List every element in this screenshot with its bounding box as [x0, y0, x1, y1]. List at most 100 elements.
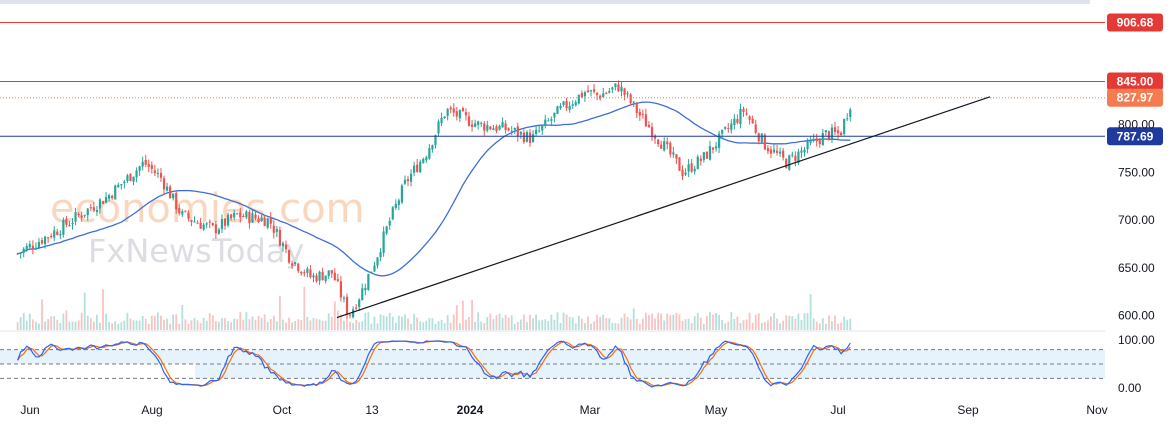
volume-bar — [333, 301, 336, 330]
volume-bar — [187, 323, 190, 330]
candle-body — [614, 83, 617, 87]
volume-bar — [654, 318, 656, 330]
volume-bar — [266, 322, 269, 330]
candle-body — [809, 141, 812, 143]
candle-body — [846, 118, 849, 120]
candle-body — [510, 130, 513, 132]
candle-body — [477, 121, 480, 125]
candle-body — [791, 154, 794, 156]
x-tick-label: Jul — [830, 403, 845, 417]
volume-bar — [382, 315, 385, 330]
candle-body — [553, 112, 556, 118]
volume-bar — [117, 323, 120, 330]
candle-body — [766, 148, 770, 152]
x-tick-label: Nov — [1086, 403, 1107, 417]
candle-body — [114, 185, 117, 200]
x-tick-label: Mar — [580, 403, 601, 417]
volume-bar — [523, 314, 525, 330]
y-tick-label: 750.00 — [1118, 165, 1155, 179]
candle-body — [577, 94, 580, 104]
volume-bar — [123, 320, 126, 330]
volume-bar — [31, 319, 34, 330]
volume-bar — [38, 323, 40, 330]
candle-body — [406, 179, 410, 182]
volume-bar — [19, 317, 22, 330]
volume-bar — [776, 318, 778, 330]
candle-body — [483, 123, 486, 131]
candle-body — [824, 130, 827, 133]
volume-bar — [352, 322, 355, 330]
volume-bar — [160, 315, 162, 330]
candle-body — [263, 217, 266, 227]
volume-bar — [297, 319, 300, 330]
volume-bar — [99, 322, 101, 330]
volume-bar — [702, 323, 705, 330]
candle-body — [251, 213, 254, 223]
volume-bar — [699, 317, 702, 330]
volume-bar — [483, 323, 486, 330]
candle-body — [266, 218, 269, 228]
volume-bar — [767, 320, 769, 330]
volume-bar — [748, 312, 751, 330]
volume-bar — [815, 321, 818, 330]
volume-bar — [617, 323, 620, 330]
candle-body — [522, 132, 526, 142]
candle-body — [660, 144, 663, 149]
candle-body — [272, 225, 275, 233]
volume-bar — [800, 319, 803, 330]
candle-body — [568, 105, 571, 110]
volume-bar — [86, 315, 89, 330]
candle-body — [492, 128, 495, 131]
candle-body — [647, 124, 651, 128]
price-tag-845.00 — [1107, 72, 1163, 91]
volume-bar — [385, 316, 388, 330]
candle-body — [833, 127, 837, 132]
volume-bar — [492, 319, 495, 330]
candle-body — [287, 250, 291, 263]
x-tick-label: Oct — [273, 403, 292, 417]
volume-bar — [675, 312, 678, 330]
candle-body — [80, 215, 83, 218]
volume-bar — [587, 316, 589, 330]
candle-body — [269, 217, 272, 224]
y-tick-label: 700.00 — [1118, 213, 1155, 227]
candle-body — [455, 111, 458, 117]
trendline-layer[interactable] — [336, 96, 991, 319]
volume-bar — [516, 321, 519, 330]
volume-bar — [401, 316, 403, 330]
volume-bar — [681, 320, 684, 330]
candle-body — [446, 109, 449, 116]
candle-body — [50, 235, 53, 238]
volume-bar — [83, 292, 86, 330]
candle-body — [68, 225, 71, 227]
volume-bar — [712, 314, 714, 330]
volume-bar — [340, 314, 342, 330]
candle-body — [458, 109, 461, 119]
candle-body — [535, 129, 538, 135]
candle-body — [260, 217, 263, 222]
candle-body — [220, 219, 224, 230]
volume-bar — [556, 312, 559, 330]
candle-body — [89, 207, 92, 209]
candle-body — [583, 92, 587, 97]
trendline[interactable] — [336, 96, 991, 319]
candle-body — [769, 149, 773, 154]
volume-bar — [236, 319, 239, 330]
candle-body — [318, 271, 321, 281]
osc-tick-label: 100.00 — [1118, 333, 1155, 347]
volume-bar — [272, 315, 275, 330]
volume-bar — [452, 314, 455, 330]
volume-bar — [172, 314, 175, 330]
volume-bar — [300, 320, 303, 330]
candle-body — [708, 146, 712, 160]
y-tick-label: 600.00 — [1118, 309, 1155, 323]
volume-bar — [275, 321, 278, 330]
candle-body — [19, 252, 22, 254]
candle-body — [278, 229, 282, 246]
volume-bar — [669, 315, 672, 330]
candle-body — [126, 175, 129, 182]
x-tick-label: Sep — [957, 403, 979, 417]
volume-bar — [632, 308, 635, 330]
volume-bar — [721, 319, 724, 330]
